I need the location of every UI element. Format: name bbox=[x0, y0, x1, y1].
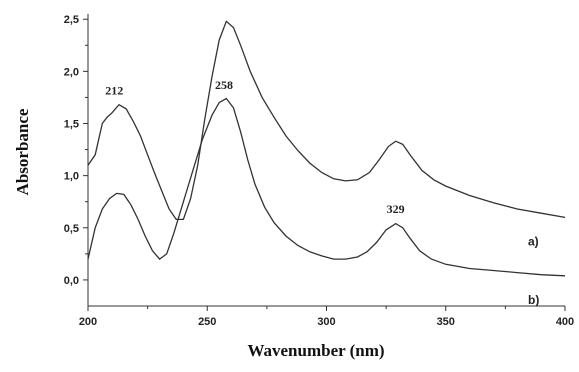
x-tick-label: 250 bbox=[198, 316, 216, 328]
y-axis-title: Absorbance bbox=[13, 108, 32, 195]
x-axis-title: Wavenumber (nm) bbox=[247, 341, 384, 360]
series-line-a bbox=[87, 20, 566, 221]
peak-label: 212 bbox=[105, 83, 123, 97]
peak-label: 258 bbox=[215, 78, 233, 92]
y-tick-label: 2,5 bbox=[64, 14, 79, 26]
x-tick-label: 200 bbox=[79, 316, 97, 328]
series-group bbox=[87, 20, 566, 277]
series-label-a: a) bbox=[528, 234, 539, 248]
series-line-b bbox=[87, 97, 566, 277]
y-tick-label: 0,0 bbox=[64, 275, 79, 287]
y-tick-label: 0,5 bbox=[64, 223, 79, 235]
x-tick-label: 300 bbox=[317, 316, 335, 328]
x-tick-label: 350 bbox=[437, 316, 455, 328]
axes bbox=[87, 14, 565, 307]
y-tick-label: 2,0 bbox=[64, 66, 79, 78]
annotations: 212 258 329 bbox=[105, 78, 404, 216]
x-tick-label: 400 bbox=[556, 316, 574, 328]
x-ticks: 200 250 300 350 400 bbox=[79, 306, 574, 328]
y-ticks: 0,0 0,5 1,0 1,5 2,0 2,5 bbox=[64, 14, 88, 287]
peak-label: 329 bbox=[387, 202, 405, 216]
series-label-b: b) bbox=[528, 293, 539, 307]
series-tags: a) b) bbox=[528, 234, 539, 306]
y-tick-label: 1,5 bbox=[64, 119, 79, 131]
y-tick-label: 1,0 bbox=[64, 171, 79, 183]
